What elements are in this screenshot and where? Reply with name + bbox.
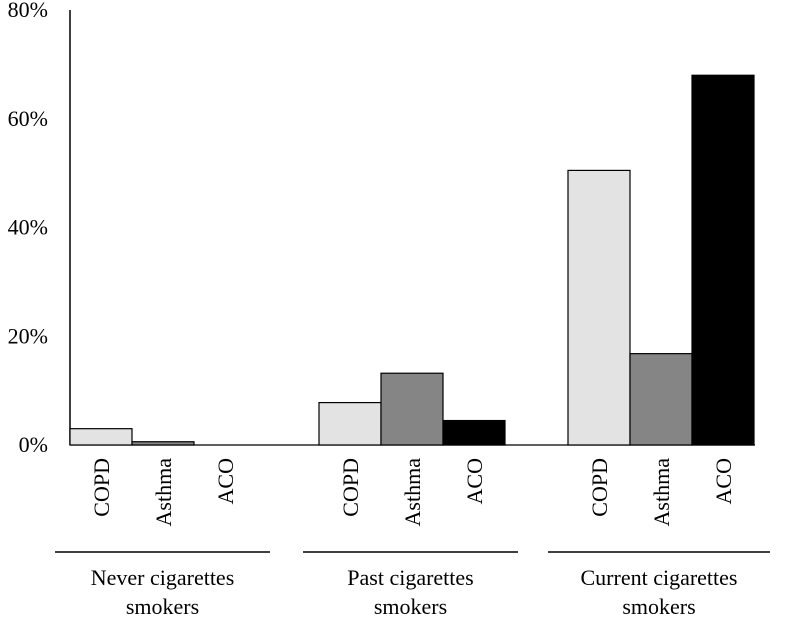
category-label: Asthma	[649, 458, 674, 527]
category-label: Asthma	[400, 458, 425, 527]
y-tick-label: 0%	[19, 432, 48, 457]
category-label: ACO	[711, 458, 736, 504]
category-label: Asthma	[151, 458, 176, 527]
bar-copd	[318, 401, 382, 446]
category-label: ACO	[213, 458, 238, 504]
group-label: Current cigarettes	[581, 565, 738, 590]
category-label: COPD	[587, 458, 612, 517]
group-label: smokers	[126, 594, 199, 617]
group-label: smokers	[374, 594, 447, 617]
bar-copd	[567, 169, 631, 446]
y-tick-label: 40%	[8, 215, 48, 240]
y-tick-label: 20%	[8, 323, 48, 348]
category-label: COPD	[89, 458, 114, 517]
bar-aco	[691, 74, 755, 446]
y-tick-label: 60%	[8, 106, 48, 131]
y-tick-label: 80%	[8, 0, 48, 22]
bar-copd	[69, 428, 133, 446]
bar-asthma	[629, 353, 693, 446]
group-label: Never cigarettes	[91, 565, 235, 590]
bar-asthma	[131, 441, 195, 446]
category-label: COPD	[338, 458, 363, 517]
bar-asthma	[380, 372, 444, 446]
category-label: ACO	[462, 458, 487, 504]
bar-aco	[442, 419, 506, 446]
group-label: smokers	[622, 594, 695, 617]
group-label: Past cigarettes	[347, 565, 473, 590]
